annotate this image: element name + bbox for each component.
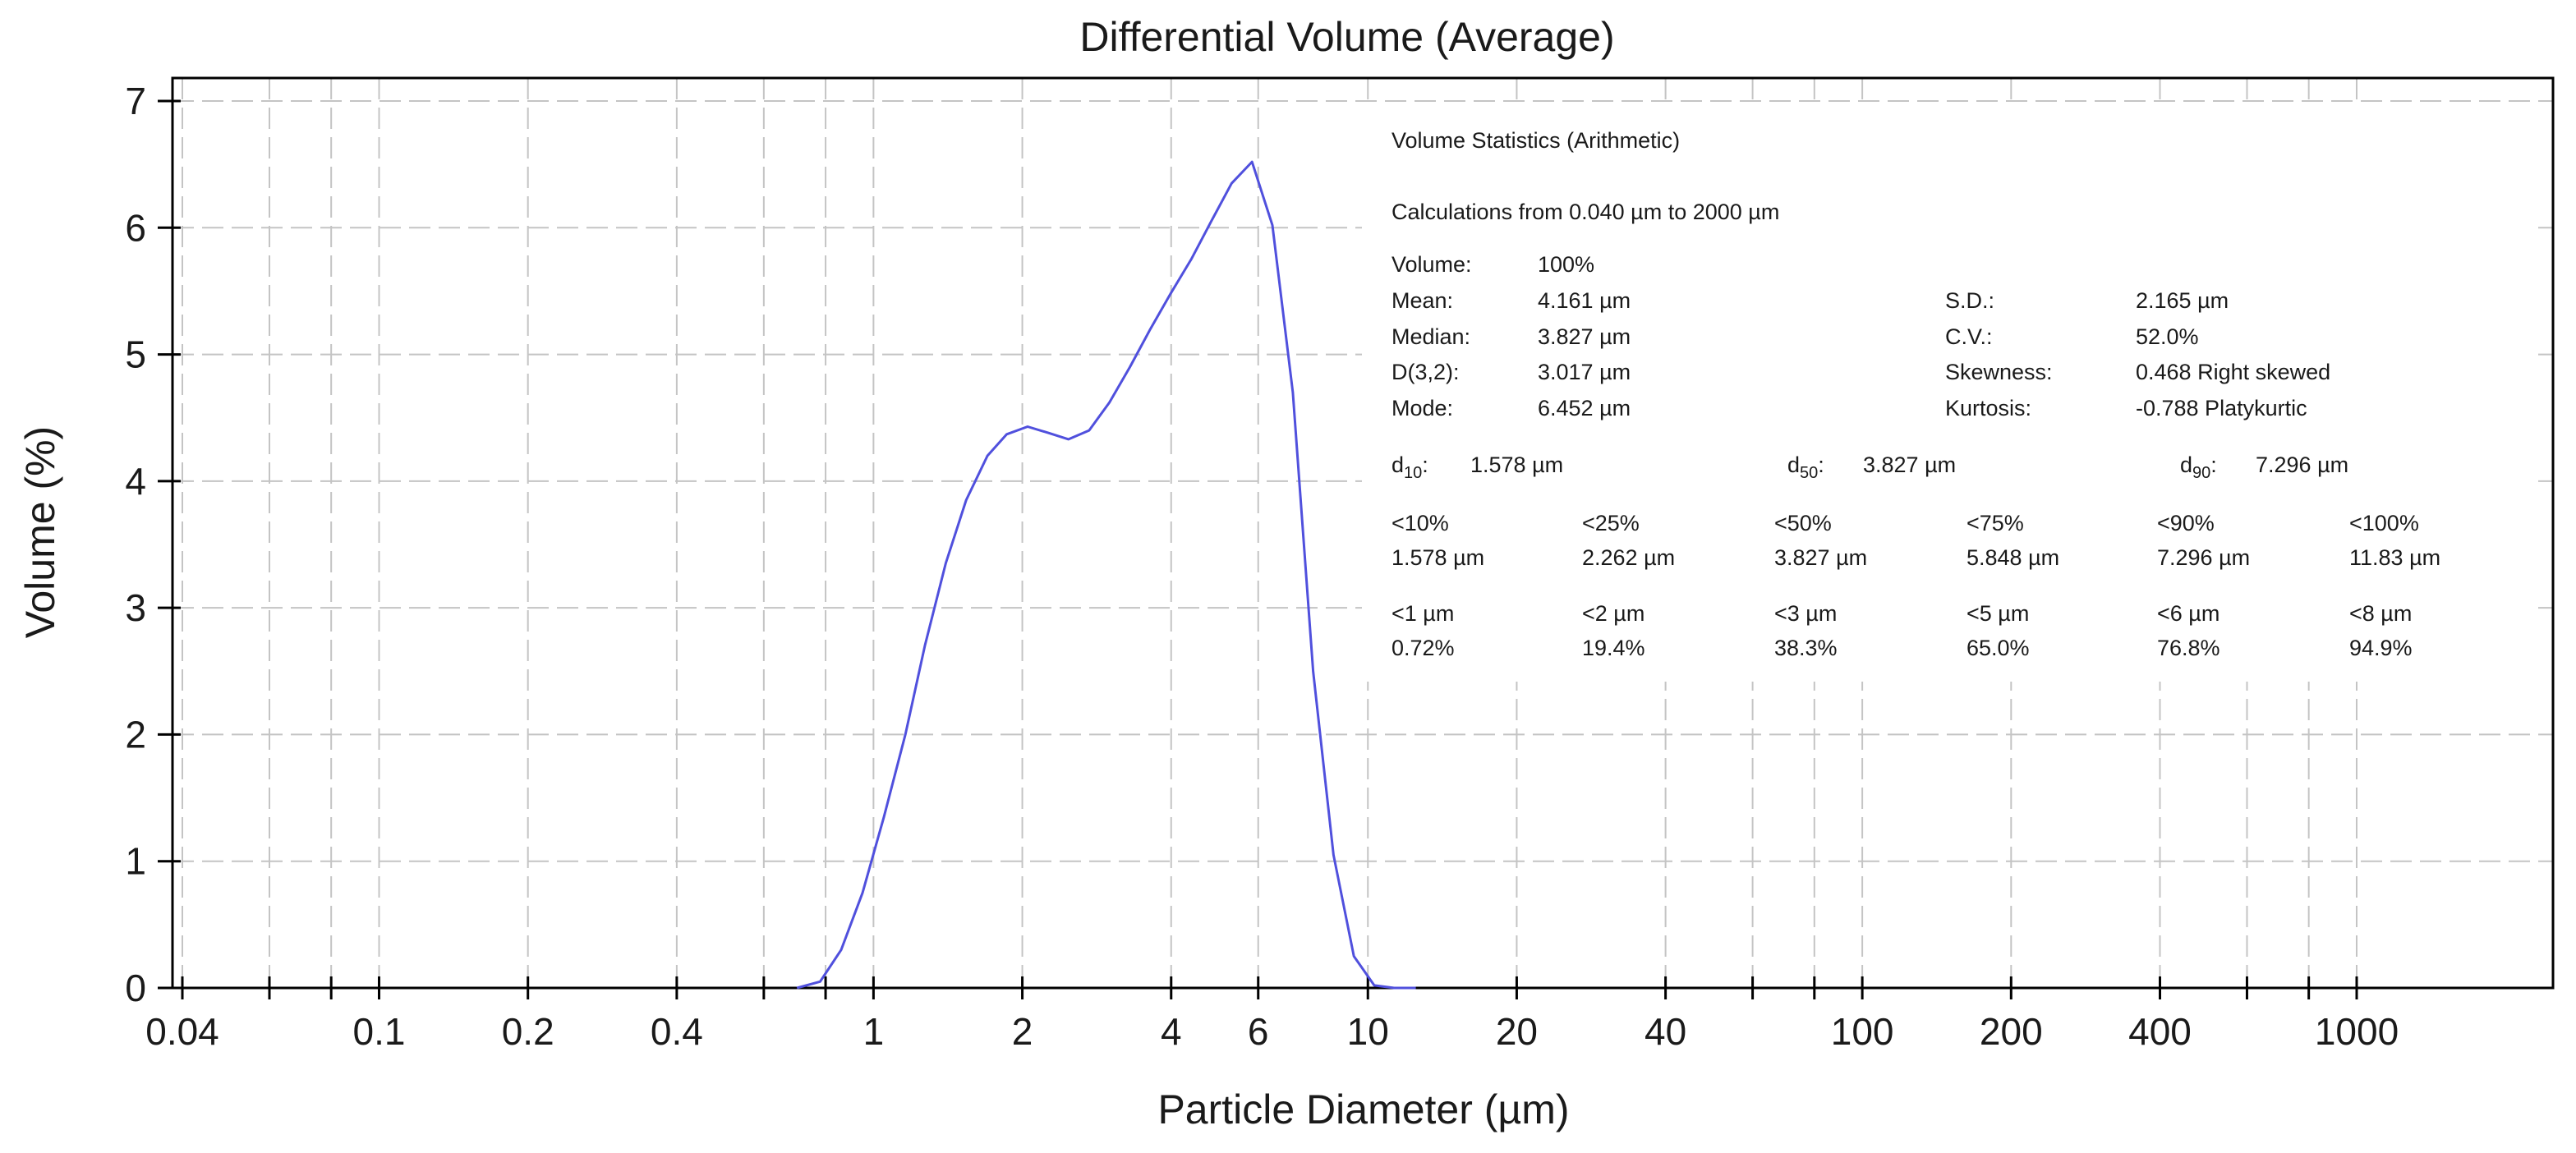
- stat-median-label: Median:: [1392, 324, 1470, 349]
- stat-volume-value: 100%: [1538, 252, 1594, 277]
- x-tick-label: 100: [1831, 1010, 1894, 1053]
- y-tick-label: 5: [125, 333, 146, 376]
- stat-mean-label: Mean:: [1392, 288, 1453, 313]
- size-under-label: <3 µm: [1774, 601, 1837, 626]
- stat-d50: d50:: [1787, 452, 1824, 482]
- stat-sd-label: S.D.:: [1945, 288, 1994, 313]
- stats-size-under-table: <1 µm 0.72% <2 µm 19.4% <3 µm 38.3% <5 µ…: [1392, 601, 2413, 660]
- pct-under-value: 2.262 µm: [1582, 545, 1675, 570]
- data-series: [796, 160, 1416, 990]
- stat-d10: d10:: [1392, 452, 1428, 482]
- x-tick-label: 0.4: [651, 1010, 703, 1053]
- size-under-value: 94.9%: [2349, 636, 2413, 660]
- stat-skewness-value: 0.468 Right skewed: [2136, 360, 2330, 384]
- y-tick-label: 3: [125, 586, 146, 629]
- size-under-value: 65.0%: [1966, 636, 2030, 660]
- y-tick-labels: 0 1 2 3 4 5 6 7: [125, 80, 146, 1009]
- y-tick-label: 4: [125, 460, 146, 503]
- stat-d50-value: 3.827 µm: [1863, 452, 1956, 477]
- size-under-label: <6 µm: [2157, 601, 2220, 626]
- x-tick-label: 40: [1644, 1010, 1686, 1053]
- stat-d90: d90:: [2180, 452, 2217, 482]
- stat-mode-label: Mode:: [1392, 396, 1453, 420]
- stat-d10-value: 1.578 µm: [1470, 452, 1563, 477]
- pct-under-label: <50%: [1774, 511, 1832, 535]
- stats-left-column: Volume: 100% Mean: 4.161 µm Median: 3.82…: [1392, 252, 1631, 420]
- stat-cv-value: 52.0%: [2136, 324, 2199, 349]
- x-tick-label: 4: [1161, 1010, 1182, 1053]
- stat-kurtosis-label: Kurtosis:: [1945, 396, 2031, 420]
- stat-cv-label: C.V.:: [1945, 324, 1993, 349]
- pct-under-label: <75%: [1966, 511, 2024, 535]
- stat-kurtosis-value: -0.788 Platykurtic: [2136, 396, 2307, 420]
- pct-under-label: <10%: [1392, 511, 1449, 535]
- size-under-value: 19.4%: [1582, 636, 1645, 660]
- pct-under-value: 1.578 µm: [1392, 545, 1484, 570]
- chart-title: Differential Volume (Average): [1079, 14, 1614, 60]
- x-tick-label: 0.2: [502, 1010, 554, 1053]
- stat-mean-value: 4.161 µm: [1538, 288, 1631, 313]
- y-tick-label: 7: [125, 80, 146, 122]
- y-tick-label: 6: [125, 206, 146, 249]
- x-tick-labels: 0.04 0.1 0.2 0.4 1 2 4 6 10 20 40 100 200 400 1000: [145, 1010, 2399, 1053]
- axis-ticks: [158, 99, 2358, 999]
- size-under-label: <1 µm: [1392, 601, 1454, 626]
- stat-skewness-label: Skewness:: [1945, 360, 2053, 384]
- stat-volume-label: Volume:: [1392, 252, 1472, 277]
- pct-under-value: 7.296 µm: [2157, 545, 2250, 570]
- stats-right-column: S.D.: 2.165 µm C.V.: 52.0% Skewness: 0.4…: [1945, 288, 2330, 420]
- volume-distribution-line: [796, 160, 1416, 990]
- stats-title: Volume Statistics (Arithmetic): [1392, 128, 1680, 153]
- pct-under-label: <90%: [2157, 511, 2215, 535]
- size-under-label: <2 µm: [1582, 601, 1644, 626]
- x-tick-label: 200: [1980, 1010, 2043, 1053]
- y-tick-label: 1: [125, 840, 146, 883]
- pct-under-label: <25%: [1582, 511, 1640, 535]
- size-under-label: <8 µm: [2349, 601, 2412, 626]
- volume-statistics-panel: Volume Statistics (Arithmetic) Calculati…: [1392, 128, 2440, 660]
- x-tick-label: 0.04: [145, 1010, 219, 1053]
- stat-sd-value: 2.165 µm: [2136, 288, 2229, 313]
- x-tick-label: 0.1: [353, 1010, 406, 1053]
- x-tick-label: 10: [1347, 1010, 1389, 1053]
- y-tick-label: 2: [125, 713, 146, 756]
- stat-median-value: 3.827 µm: [1538, 324, 1631, 349]
- stat-d32-label: D(3,2):: [1392, 360, 1460, 384]
- x-tick-label: 2: [1012, 1010, 1033, 1053]
- stats-panel-background: [1362, 107, 2535, 682]
- y-tick-label: 0: [125, 967, 146, 1009]
- x-tick-label: 1: [863, 1010, 885, 1053]
- stat-mode-value: 6.452 µm: [1538, 396, 1631, 420]
- size-under-value: 0.72%: [1392, 636, 1455, 660]
- pct-under-value: 5.848 µm: [1966, 545, 2059, 570]
- size-under-value: 38.3%: [1774, 636, 1838, 660]
- pct-under-label: <100%: [2349, 511, 2419, 535]
- pct-under-value: 11.83 µm: [2349, 545, 2440, 570]
- x-tick-label: 6: [1248, 1010, 1269, 1053]
- stats-calc-range: Calculations from 0.040 µm to 2000 µm: [1392, 200, 1779, 224]
- x-axis-label: Particle Diameter (µm): [1157, 1086, 1569, 1132]
- pct-under-value: 3.827 µm: [1774, 545, 1867, 570]
- x-tick-label: 20: [1496, 1010, 1538, 1053]
- size-under-value: 76.8%: [2157, 636, 2220, 660]
- stats-percent-under-table: <10% 1.578 µm <25% 2.262 µm <50% 3.827 µ…: [1392, 511, 2440, 570]
- plot-area-frame: [171, 76, 2555, 990]
- x-tick-label: 1000: [2315, 1010, 2399, 1053]
- stat-d90-value: 7.296 µm: [2256, 452, 2348, 477]
- size-under-label: <5 µm: [1966, 601, 2029, 626]
- stat-d32-value: 3.017 µm: [1538, 360, 1631, 384]
- stats-d-values: d10: 1.578 µm d50: 3.827 µm d90: 7.296 µ…: [1392, 452, 2348, 482]
- x-tick-label: 400: [2128, 1010, 2192, 1053]
- y-axis-label: Volume (%): [17, 426, 63, 638]
